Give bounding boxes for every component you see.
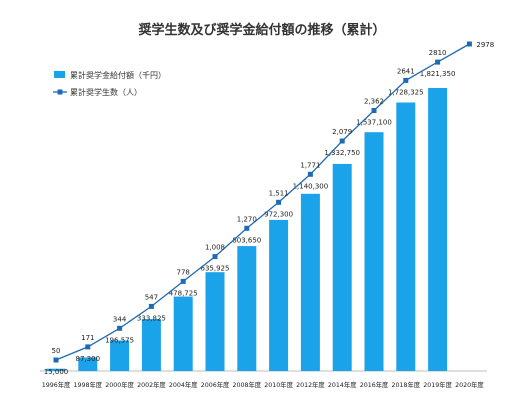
line-data-label: 2641	[397, 67, 415, 75]
legend: 累計奨学金給付額（千円） 累計奨学生数（人）	[53, 70, 166, 97]
line-data-label: 171	[81, 334, 94, 342]
x-tick-label: 1996年度	[42, 380, 71, 389]
line-data-label: 1,771	[300, 161, 320, 169]
legend-line-swatch-marker	[57, 89, 63, 95]
line-data-label: 50	[52, 347, 61, 355]
bar	[428, 88, 448, 371]
bar	[78, 357, 98, 371]
series-line	[55, 43, 470, 361]
bar	[332, 163, 352, 371]
bar-data-label: 1,140,300	[293, 182, 329, 190]
x-axis-ticks: 1996年度 1998年度 2000年度 2002年度 2004年度 2006年度 2008…	[42, 380, 485, 389]
bar-data-label: 87,300	[76, 355, 101, 363]
x-tick-label: 2004年度	[169, 380, 198, 389]
line-data-label: 547	[145, 293, 158, 301]
line-point	[117, 325, 123, 331]
line-data-label: 1,270	[237, 215, 257, 223]
bar	[396, 102, 416, 371]
x-tick-label: 2002年度	[137, 380, 166, 389]
x-tick-label: 2006年度	[201, 380, 230, 389]
bar-data-label: 196,575	[105, 336, 134, 344]
bar-data-label: 478,725	[169, 289, 198, 297]
line-point	[435, 59, 441, 65]
line-data-label: 778	[177, 268, 190, 276]
bar	[237, 246, 257, 371]
bar	[173, 296, 193, 371]
x-tick-label: 2008年度	[232, 380, 261, 389]
line-point	[148, 303, 154, 309]
bar-data-label: 333,825	[137, 314, 166, 322]
legend-line-label: 累計奨学生数（人）	[70, 87, 142, 97]
bar	[141, 319, 161, 371]
line-point	[212, 254, 218, 260]
bar-data-label: 635,925	[201, 265, 230, 273]
legend-bar-swatch	[54, 71, 65, 78]
line-data-label: 2,362	[364, 98, 384, 106]
bar-data-label: 1,537,100	[356, 119, 392, 127]
bar-data-label: 1,332,750	[324, 149, 360, 157]
line-series: 50 171 344 547 778 1,008 1,270 1,511 1,771 2,079 2…	[52, 41, 494, 363]
line-point	[53, 357, 59, 363]
bar	[300, 193, 320, 371]
x-tick-label: 2016年度	[360, 380, 389, 389]
line-point	[180, 278, 186, 284]
bar	[269, 219, 289, 371]
x-tick-label: 2020年度	[455, 380, 484, 389]
line-point	[466, 41, 472, 47]
line-data-label: 1,511	[269, 189, 289, 197]
bar	[205, 272, 225, 371]
line-data-label: 2978	[476, 41, 494, 49]
line-data-label: 344	[113, 315, 127, 323]
line-point	[339, 138, 345, 144]
line-data-label: 2,079	[332, 128, 352, 136]
bar-data-label: 1,728,325	[388, 88, 424, 96]
x-tick-label: 2012年度	[296, 380, 325, 389]
x-tick-label: 2019年度	[423, 380, 452, 389]
x-tick-label: 2000年度	[105, 380, 134, 389]
x-tick-label: 1998年度	[73, 380, 102, 389]
line-point	[276, 199, 282, 205]
bar-data-label: 803,650	[232, 236, 261, 244]
bar-data-label: 15,000	[44, 368, 69, 376]
legend-bar-label: 累計奨学金給付額（千円）	[70, 70, 166, 80]
chart-title: 奨学生数及び奨学金給付額の推移（累計）	[137, 22, 385, 38]
line-data-label: 2810	[429, 49, 447, 57]
line-point	[371, 108, 377, 113]
bar-data-label: 1,821,350	[420, 70, 456, 78]
line-point	[307, 171, 313, 177]
bar-data-label: 972,300	[264, 210, 293, 218]
bar-series: 15,000 87,300 196,575 333,825 478,725 635,925…	[44, 70, 456, 376]
x-tick-label: 2014年度	[328, 380, 357, 389]
x-tick-label: 2018年度	[391, 380, 420, 389]
bar	[110, 340, 130, 371]
line-point	[403, 77, 409, 83]
bar	[364, 132, 384, 371]
x-tick-label: 2010年度	[264, 380, 293, 389]
line-data-label: 1,008	[205, 244, 225, 252]
bar	[46, 368, 66, 371]
line-point	[85, 344, 91, 350]
line-point	[244, 225, 250, 231]
